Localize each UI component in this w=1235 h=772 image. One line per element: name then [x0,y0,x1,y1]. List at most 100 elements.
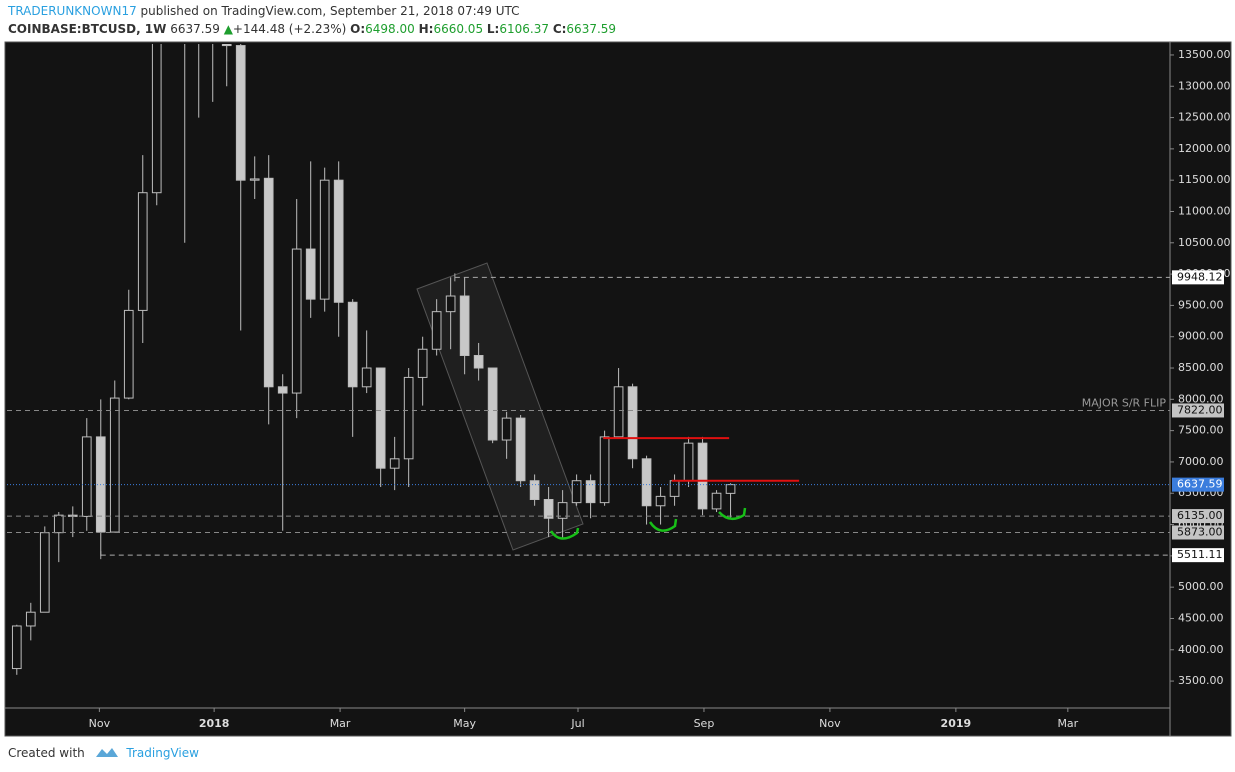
candle-body [361,367,372,388]
price: 6637.59 [170,22,220,36]
price-label: 7822.00 [1177,403,1223,416]
candle-body [347,301,358,388]
y-tick-label: 9000.00 [1178,330,1224,343]
x-tick-label: Nov [89,717,111,730]
candle-body [529,480,540,501]
channel-drawing [416,262,584,551]
y-tick-label: 12000.00 [1178,142,1231,155]
candle-body [613,386,624,438]
candle-body [627,386,638,460]
y-tick-label: 13500.00 [1178,48,1231,61]
candle-body [599,436,610,504]
price-label-box [1172,477,1224,492]
candle-body [543,499,554,519]
candle-body [403,376,414,460]
candle-body [137,192,148,311]
candle-body [571,480,582,504]
c-label: C: [552,22,567,36]
chart: 3500.004000.004500.005000.005500.006000.… [4,41,1232,737]
y-tick-label: 5000.00 [1178,580,1224,593]
candle-body [417,348,428,378]
candle-body [431,311,442,350]
candle-body [81,436,92,517]
c: 6637.59 [566,22,617,36]
x-tick-label: Mar [330,717,351,730]
candle-body [487,367,498,441]
candle-body [445,295,456,313]
candle-body [319,179,330,300]
price-label: 5511.11 [1177,548,1223,561]
created: Created with [8,746,85,760]
candle-body [305,248,316,300]
header-line-2: COINBASE:BTCUSD, 1W 6637.59 ▲+144.48 (+2… [8,22,616,36]
up-icon: ▲ [223,22,233,36]
candle-body [711,492,722,510]
candle-body [249,178,260,181]
h-label: H: [418,22,434,36]
candle-body [557,502,568,519]
header-line-1: TRADERUNKNOWN17 published on TradingView… [8,4,520,18]
price-label: 9948.12 [1177,270,1223,283]
y-tick-label: 11500.00 [1178,173,1231,186]
y-tick-label: 4000.00 [1178,643,1224,656]
candle-body [25,611,36,627]
note: published on TradingView.com, September … [140,4,520,18]
candle-body [235,45,246,181]
candle-body [109,397,120,533]
price-label-box [1172,403,1224,418]
x-tick-label: Sep [694,717,715,730]
logo [95,748,118,757]
y-tick-label: 11000.00 [1178,204,1231,217]
o-label: O: [350,22,366,36]
y-tick-label: 8000.00 [1178,392,1224,405]
arc [718,507,747,521]
price-label-box [1172,548,1224,563]
candle-body [39,532,50,613]
user[interactable]: TRADERUNKNOWN17 [8,4,137,18]
candle-body [683,442,694,482]
l: 6106.37 [499,22,549,36]
candle-body [515,417,526,482]
candle-body [375,367,386,469]
y-tick-label: 12500.00 [1178,111,1231,124]
candle-body [459,295,470,356]
symbol: COINBASE:BTCUSD, 1W [8,22,167,36]
brand[interactable]: TradingView [126,746,199,760]
arc [648,518,678,532]
candle-body [641,458,652,507]
candle-body [501,417,512,441]
arc [549,527,580,540]
y-tick-label: 7000.00 [1178,455,1224,468]
candle-body [263,177,274,388]
candle-body [221,44,232,47]
price-label: 6637.59 [1177,478,1223,491]
candle-body [11,625,22,670]
x-tick-label: 2018 [199,717,230,730]
candle-body [53,514,64,534]
h-line-note: MAJOR S/R FLIP [1082,396,1167,409]
green-arcs [549,507,747,540]
x-tick-label: Mar [1057,717,1078,730]
footer: Created with TradingView [8,746,199,760]
y-tick-label: 7500.00 [1178,424,1224,437]
x-tick-label: Nov [819,717,841,730]
plot [7,44,1170,675]
price-label: 6135.00 [1177,509,1223,522]
candle-body [123,309,134,399]
h: 6660.05 [433,22,484,36]
l-label: L: [486,22,500,36]
candle-body [725,484,736,494]
y-tick-label: 9500.00 [1178,298,1224,311]
price-label-box [1172,509,1224,524]
price-label-box [1172,270,1224,285]
o: 6498.00 [365,22,415,36]
candle-body [697,442,708,510]
y-tick-label: 8500.00 [1178,361,1224,374]
x-tick-label: 2019 [941,717,972,730]
candle-body [473,354,484,369]
price-label: 5873.00 [1177,525,1223,538]
candle-body [585,480,596,504]
candle-body [333,179,344,303]
candle-body [291,248,302,394]
